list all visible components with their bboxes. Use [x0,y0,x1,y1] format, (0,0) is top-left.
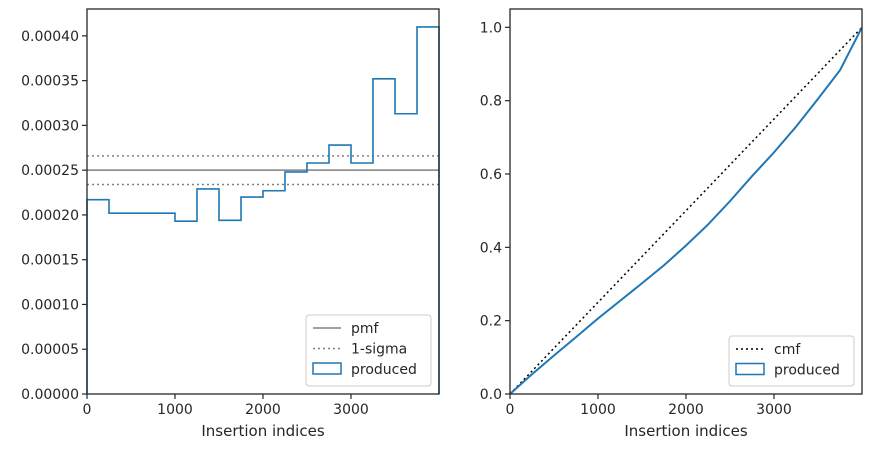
legend-label-produced: produced [351,362,417,378]
legend-label-produced: produced [774,363,840,379]
y-tick-label: 0.00030 [21,118,79,134]
y-tick-label: 0.00040 [21,29,79,45]
y-tick-label: 0.0 [480,387,502,403]
x-tick-label: 0 [83,402,92,418]
legend-swatch-produced [312,362,342,375]
y-tick-label: 0.2 [480,314,502,330]
plot-frame [86,8,440,395]
x-tick-label: 1000 [157,402,193,418]
x-tick-label: 3000 [333,402,369,418]
legend-swatch-produced [735,362,765,376]
y-tick-label: 0.00020 [21,208,79,224]
y-tick-label: 0.00035 [21,74,79,90]
plot-frame [509,8,863,395]
x-tick-label: 2000 [668,402,704,418]
y-tick-label: 1.0 [480,20,502,36]
y-tick-label: 0.00005 [21,342,79,358]
y-tick-label: 0.4 [480,240,502,256]
pmf-histogram-chart: 0 1000 2000 3000 0.00000 0.00005 0.00010 0.0001… [21,8,440,440]
legend-label-sigma: 1-sigma [351,342,407,358]
x-axis-label: Insertion indices [201,422,324,440]
y-tick-label: 0.00015 [21,253,79,269]
x-axis-label: Insertion indices [624,422,747,440]
y-tick-label: 0.6 [480,167,502,183]
legend-label-pmf: pmf [351,321,380,337]
y-tick-label: 0.8 [480,94,502,110]
legend-box [305,314,432,387]
cmf-cumulative-chart: 0 1000 2000 3000 0.0 0.2 0.4 0.6 0.8 1.0 Insertion… [480,8,863,440]
y-tick-label: 0.00025 [21,163,79,179]
x-tick-label: 0 [506,402,515,418]
produced-cumulative-line [509,26,863,395]
x-tick-label: 2000 [245,402,281,418]
legend-label-cmf: cmf [774,342,801,358]
y-tick-label: 0.00000 [21,387,79,403]
x-tick-label: 1000 [580,402,616,418]
y-tick-label: 0.00010 [21,297,79,313]
produced-histogram-step [86,26,440,394]
x-tick-label: 3000 [756,402,792,418]
legend-box [728,335,855,387]
